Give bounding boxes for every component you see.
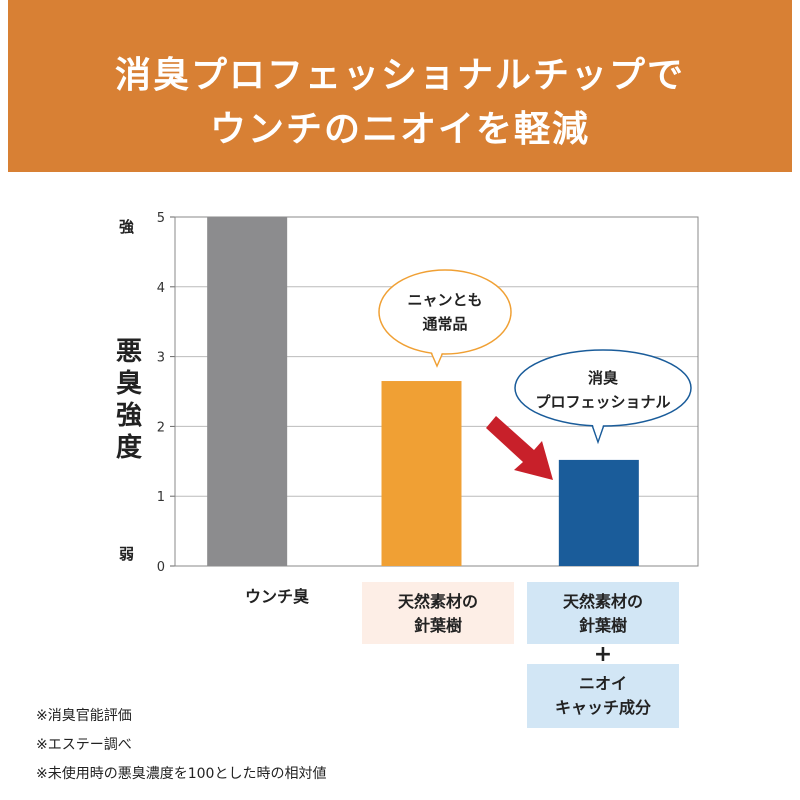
category-label-blue: 天然素材の 針葉樹 bbox=[527, 582, 679, 644]
bar-1 bbox=[207, 217, 288, 566]
footnotes: ※消臭官能評価 ※エステー調べ ※未使用時の悪臭濃度を100とした時の相対値 bbox=[36, 702, 326, 789]
y-top-label: 強 bbox=[119, 218, 135, 236]
bubble-blue-line-1: 消臭 bbox=[587, 369, 618, 387]
category-label-orange: 天然素材の 針葉樹 bbox=[362, 582, 514, 644]
bar-3 bbox=[558, 459, 639, 566]
y-tick-label-1: 1 bbox=[157, 490, 165, 505]
bar-2 bbox=[381, 381, 462, 566]
bubble-blue-body bbox=[514, 349, 692, 427]
category-blue-line-2: 針葉樹 bbox=[578, 616, 627, 635]
y-tick-label-0: 0 bbox=[157, 560, 165, 575]
y-tick-label-3: 3 bbox=[157, 351, 165, 366]
category-blue-extra-line-2: キャッチ成分 bbox=[554, 698, 651, 717]
bubble-orange-line-1: ニャンとも bbox=[407, 291, 483, 309]
bubble-orange bbox=[378, 269, 512, 368]
bubble-blue bbox=[514, 349, 692, 445]
y-axis-title: 悪臭強度 bbox=[112, 336, 146, 464]
bubble-orange-label: ニャンとも 通常品 bbox=[386, 288, 504, 336]
footnote-2: ※エステー調べ bbox=[36, 737, 132, 753]
bubble-orange-body bbox=[378, 269, 512, 355]
category-orange-line-2: 針葉樹 bbox=[413, 616, 462, 635]
y-bottom-label: 弱 bbox=[119, 545, 135, 563]
title-line-1: 消臭プロフェッショナルチップで bbox=[114, 55, 685, 96]
bubble-orange-tail-fill bbox=[431, 350, 443, 364]
y-tick-label-5: 5 bbox=[157, 211, 165, 226]
footnote-1: ※消臭官能評価 bbox=[36, 708, 132, 724]
y-tick-label-2: 2 bbox=[157, 420, 165, 435]
y-axis-title-char-0: 悪 bbox=[115, 337, 142, 367]
title-line-2: ウンチのニオイを軽減 bbox=[209, 109, 590, 150]
bubble-blue-tail-fill bbox=[592, 422, 604, 440]
bubble-orange-line-2: 通常品 bbox=[422, 315, 468, 333]
category-label-blue-extra: ニオイ キャッチ成分 bbox=[527, 664, 679, 728]
decrease-arrow bbox=[486, 416, 553, 480]
footnote-3: ※未使用時の悪臭濃度を100とした時の相対値 bbox=[36, 766, 327, 782]
bubble-blue-line-2: プロフェッショナル bbox=[535, 393, 671, 411]
y-tick-label-4: 4 bbox=[157, 281, 165, 296]
category-label-unchi: ウンチ臭 bbox=[244, 587, 309, 606]
plus-sign: + bbox=[593, 642, 613, 667]
y-axis-title-char-2: 強 bbox=[115, 401, 142, 431]
category-blue-line-1: 天然素材の bbox=[562, 592, 643, 611]
bubble-blue-label: 消臭 プロフェッショナル bbox=[518, 366, 688, 414]
title-banner: 消臭プロフェッショナルチップで ウンチのニオイを軽減 bbox=[8, 0, 792, 172]
category-orange-line-1: 天然素材の bbox=[397, 592, 478, 611]
y-axis-title-char-3: 度 bbox=[115, 433, 142, 463]
category-blue-extra-line-1: ニオイ bbox=[578, 674, 627, 693]
y-axis-title-char-1: 臭 bbox=[115, 369, 142, 399]
